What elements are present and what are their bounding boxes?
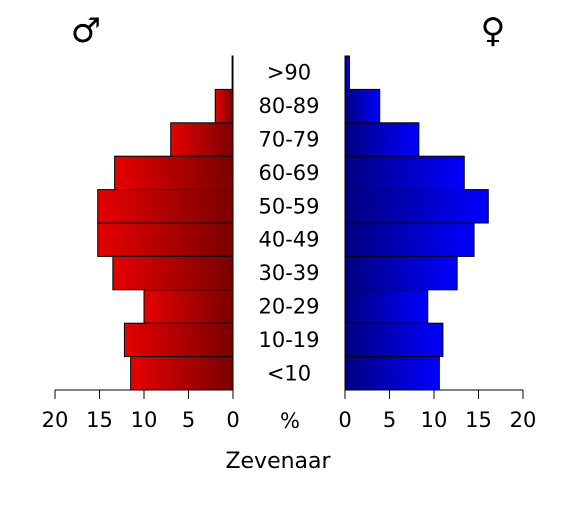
age-group-label: 20-29 [258, 295, 319, 319]
age-group-label: 40-49 [258, 228, 319, 252]
tick-label: 20 [42, 408, 69, 432]
age-group-label: 50-59 [258, 194, 319, 218]
male-bar [97, 189, 234, 224]
age-group-label: >90 [267, 61, 311, 85]
female-bar [344, 322, 444, 358]
male-bar [114, 155, 234, 191]
female-bar [344, 55, 350, 90]
age-group-label: 60-69 [258, 161, 319, 185]
male-symbol-icon: ♂ [71, 11, 101, 51]
male-bar [214, 88, 234, 124]
female-bar [344, 155, 465, 191]
left-x-axis: 20 15 10 5 0 [42, 389, 240, 432]
female-bar [344, 222, 475, 257]
age-group-label: 10-19 [258, 328, 319, 352]
tick-label: 5 [383, 408, 396, 432]
age-group-label: 30-39 [258, 261, 319, 285]
age-group-label: <10 [267, 361, 311, 385]
female-bar [344, 289, 429, 324]
tick-label: 20 [510, 408, 537, 432]
right-x-axis: 0 5 10 15 20 [338, 389, 537, 432]
male-bar [130, 356, 234, 391]
female-bar [344, 255, 458, 291]
male-bar [231, 55, 234, 90]
tick-label: 10 [131, 408, 158, 432]
female-symbol-icon: ♀ [481, 11, 506, 51]
chart-title: Zevenaar [225, 449, 331, 474]
age-group-label: 80-89 [258, 94, 319, 118]
tick-label: 5 [182, 408, 195, 432]
female-bar [344, 122, 420, 157]
tick-label: 15 [86, 408, 113, 432]
male-bar [170, 122, 234, 157]
male-bar [143, 289, 234, 324]
female-bar [344, 356, 440, 391]
female-bar [344, 189, 489, 224]
tick-label: 10 [421, 408, 448, 432]
tick-label: 15 [465, 408, 492, 432]
female-bar [344, 88, 381, 124]
age-group-label: 70-79 [258, 128, 319, 152]
female-bars [344, 55, 489, 391]
male-bars [97, 55, 234, 391]
center-axis-label: % [280, 409, 300, 433]
male-bar [123, 322, 234, 358]
tick-label: 0 [338, 408, 351, 432]
male-bar [112, 255, 234, 291]
tick-label: 0 [226, 408, 239, 432]
male-bar [97, 222, 234, 257]
age-labels: >90 80-89 70-79 60-69 50-59 40-49 30-39 20-29 10… [258, 61, 319, 386]
